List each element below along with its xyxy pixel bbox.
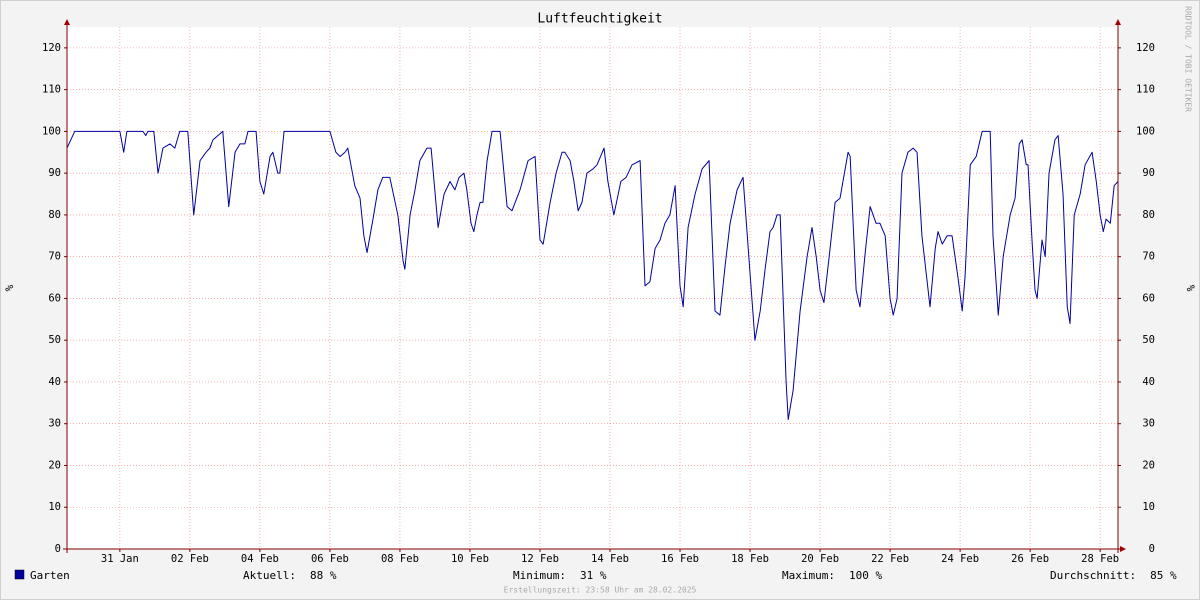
x-tick-label: 16 Feb — [661, 553, 699, 565]
y2-tick-label: 70 — [1142, 251, 1155, 263]
y-tick-label: 0 — [55, 543, 61, 555]
stat-value: 31 % — [580, 569, 607, 582]
y2-tick-label: 10 — [1142, 501, 1155, 513]
x-tick-label: 02 Feb — [171, 553, 209, 565]
y2-tick-label: 120 — [1136, 42, 1155, 54]
x-axis-arrow — [1120, 546, 1126, 552]
y-tick-label: 60 — [48, 292, 61, 304]
x-tick-label: 20 Feb — [801, 553, 839, 565]
footer: Erstellungszeit: 23:58 Uhr am 28.02.2025 — [504, 586, 697, 595]
y2-axis-arrow — [1115, 19, 1121, 25]
label-layer: 0 0 10 10 20 20 30 30 40 40 50 50 60 60 70 70 80 80 90 90 10… — [14, 42, 1177, 582]
y-tick-label: 110 — [42, 84, 61, 96]
y-tick-label: 40 — [48, 376, 61, 388]
y2-axis-label: % — [1184, 285, 1197, 292]
y-tick-label: 50 — [48, 334, 61, 346]
x-tick-label: 26 Feb — [1011, 553, 1049, 565]
y-tick-label: 30 — [48, 418, 61, 430]
stat-value: 100 % — [849, 569, 882, 582]
x-tick-label: 28 Feb — [1081, 553, 1119, 565]
grid — [64, 27, 1121, 552]
x-tick-label: 08 Feb — [381, 553, 419, 565]
y-tick-label: 70 — [48, 251, 61, 263]
y2-tick-label: 60 — [1142, 292, 1155, 304]
stat-label: Maximum: — [782, 569, 835, 582]
x-tick-label: 12 Feb — [521, 553, 559, 565]
y2-tick-label: 80 — [1142, 209, 1155, 221]
stat-value: 85 % — [1150, 569, 1177, 582]
chart-title: Luftfeuchtigkeit — [537, 12, 662, 27]
x-tick-label: 31 Jan — [101, 553, 139, 565]
watermark: RRDTOOL / TOBI OETIKER — [1184, 6, 1193, 112]
x-tick-label: 06 Feb — [311, 553, 349, 565]
stat-label: Aktuell: — [243, 569, 296, 582]
y-axis-arrow — [64, 19, 70, 25]
series-layer — [66, 130, 1119, 421]
x-tick-label: 24 Feb — [941, 553, 979, 565]
y2-tick-label: 40 — [1142, 376, 1155, 388]
y2-tick-label: 50 — [1142, 334, 1155, 346]
y-tick-label: 80 — [48, 209, 61, 221]
y2-tick-label: 0 — [1149, 543, 1155, 555]
x-tick-label: 04 Feb — [241, 553, 279, 565]
stat-label: Durchschnitt: — [1050, 569, 1136, 582]
legend-swatch — [14, 569, 25, 580]
x-tick-label: 18 Feb — [731, 553, 769, 565]
y-tick-label: 120 — [42, 42, 61, 54]
y-tick-label: 100 — [42, 125, 61, 137]
y2-tick-label: 100 — [1136, 125, 1155, 137]
y-tick-label: 90 — [48, 167, 61, 179]
plot-area — [67, 27, 1118, 549]
y2-tick-label: 20 — [1142, 459, 1155, 471]
stat-value: 88 % — [310, 569, 337, 582]
y2-tick-label: 30 — [1142, 418, 1155, 430]
stat-label: Minimum: — [513, 569, 566, 582]
y-tick-label: 20 — [48, 459, 61, 471]
x-tick-label: 14 Feb — [591, 553, 629, 565]
legend-label: Garten — [30, 569, 70, 582]
x-tick-label: 22 Feb — [871, 553, 909, 565]
x-tick-label: 10 Feb — [451, 553, 489, 565]
y2-tick-label: 110 — [1136, 84, 1155, 96]
y2-tick-label: 90 — [1142, 167, 1155, 179]
y-tick-label: 10 — [48, 501, 61, 513]
data-line — [66, 130, 1119, 421]
y-axis-label: % — [3, 284, 16, 291]
